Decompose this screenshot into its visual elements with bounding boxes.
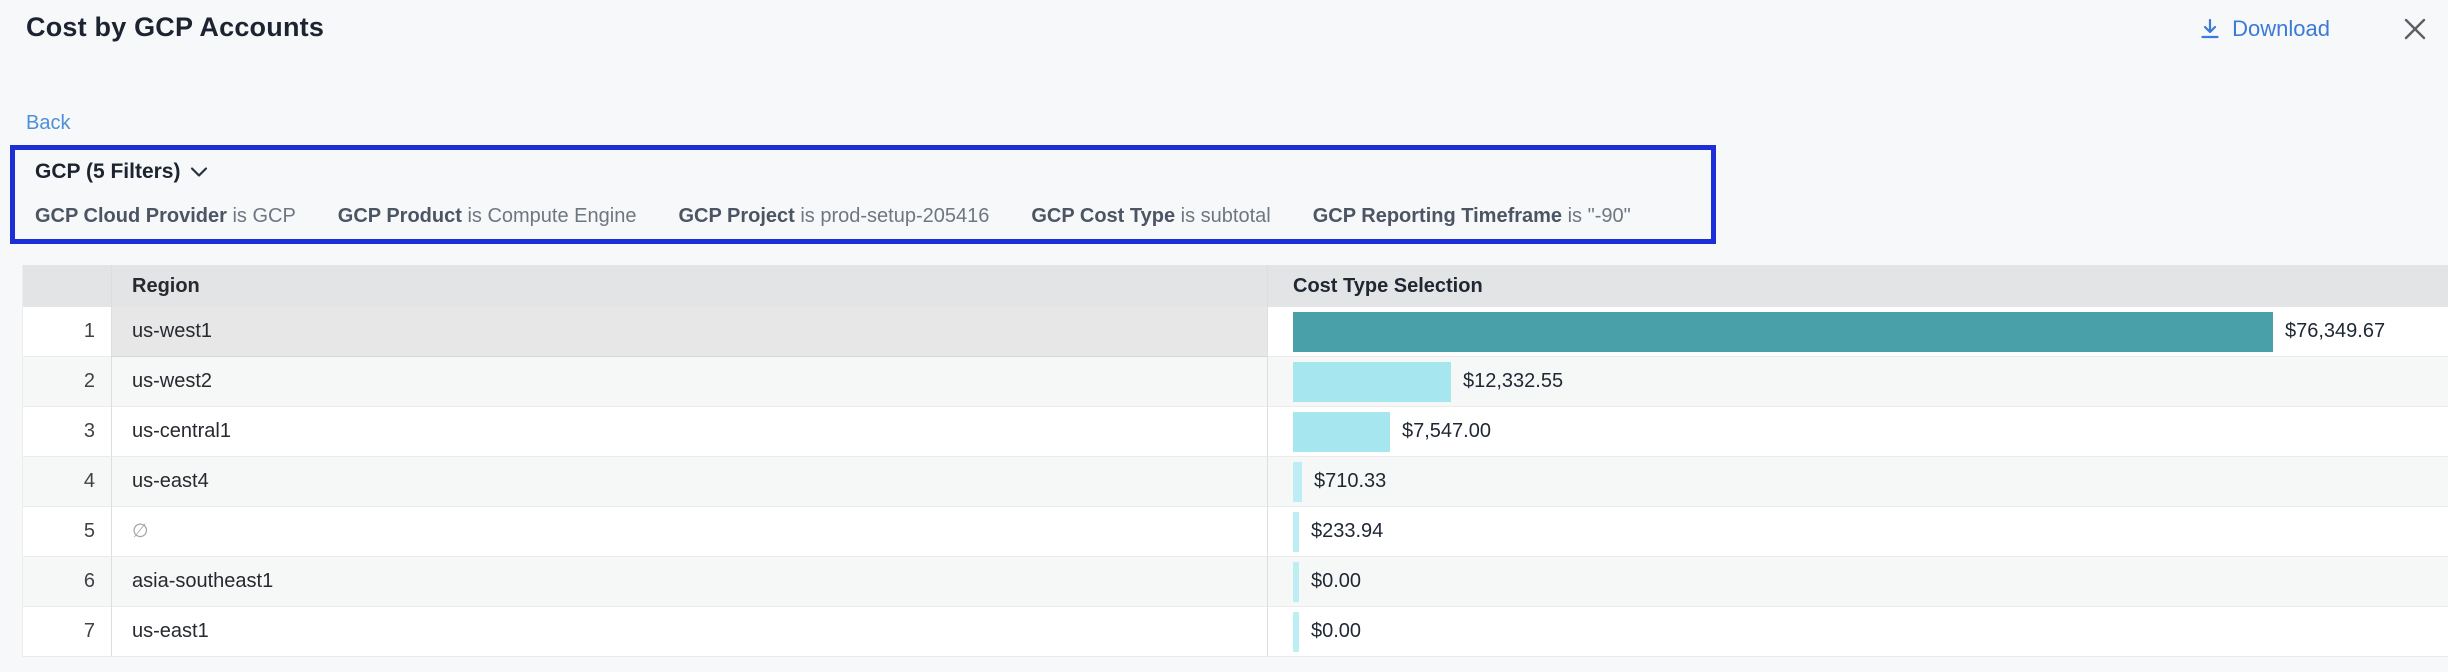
cost-cell[interactable]: $76,349.67 [1267,307,2448,357]
cost-bar [1293,612,1299,652]
active-filter-chip[interactable]: GCP Product is Compute Engine [338,205,637,228]
table-row[interactable]: 1 us-west1 $76,349.67 [23,307,2448,357]
filter-condition: is Compute Engine [467,205,636,227]
region-cell[interactable]: us-west1 [111,307,1267,357]
cost-value: $0.00 [1311,620,1361,643]
row-number: 7 [23,607,111,657]
cost-bar [1293,362,1451,402]
row-number: 2 [23,357,111,407]
region-cell[interactable]: ∅ [111,507,1267,557]
row-number: 5 [23,507,111,557]
filter-condition: is GCP [232,205,295,227]
table-row[interactable]: 5 ∅ $233.94 [23,507,2448,557]
region-cell[interactable]: us-west2 [111,357,1267,407]
download-button[interactable]: Download [2198,16,2330,42]
region-column-header[interactable]: Region [111,265,1267,307]
region-cell[interactable]: us-east1 [111,607,1267,657]
cost-cell[interactable]: $0.00 [1267,557,2448,607]
chevron-down-icon [190,166,208,178]
filter-name: GCP Product [338,205,462,227]
filter-group-label: GCP (5 Filters) [35,160,180,184]
cost-bar [1293,312,2273,352]
cost-bar [1293,512,1299,552]
table-body: 1 us-west1 $76,349.67 2 us-west2 $12,332… [23,307,2448,657]
cost-value: $76,349.67 [2285,320,2385,343]
active-filter-chip[interactable]: GCP Cloud Provider is GCP [35,205,296,228]
cost-cell[interactable]: $233.94 [1267,507,2448,557]
cost-cell[interactable]: $7,547.00 [1267,407,2448,457]
filter-condition: is subtotal [1181,205,1271,227]
filter-group-toggle[interactable]: GCP (5 Filters) [35,160,208,184]
table-row[interactable]: 3 us-central1 $7,547.00 [23,407,2448,457]
cost-bar [1293,412,1390,452]
active-filter-list: GCP Cloud Provider is GCP GCP Product is… [35,205,1631,228]
row-number: 1 [23,307,111,357]
cost-value: $12,332.55 [1463,370,1563,393]
download-label: Download [2232,16,2330,42]
row-number: 6 [23,557,111,607]
filter-name: GCP Project [678,205,794,227]
row-number: 4 [23,457,111,507]
cost-value: $710.33 [1314,470,1386,493]
back-link[interactable]: Back [26,112,70,135]
row-number: 3 [23,407,111,457]
active-filter-chip[interactable]: GCP Project is prod-setup-205416 [678,205,989,228]
download-icon [2198,17,2222,41]
cost-table: Region Cost Type Selection 1 us-west1 $7… [22,265,2448,657]
region-cell[interactable]: asia-southeast1 [111,557,1267,607]
table-row[interactable]: 2 us-west2 $12,332.55 [23,357,2448,407]
table-row[interactable]: 4 us-east4 $710.33 [23,457,2448,507]
cost-cell[interactable]: $0.00 [1267,607,2448,657]
cost-bar [1293,562,1299,602]
filter-name: GCP Cost Type [1031,205,1175,227]
filter-name: GCP Cloud Provider [35,205,227,227]
table-header-row: Region Cost Type Selection [23,265,2448,307]
filter-condition: is "-90" [1568,205,1631,227]
cost-cell[interactable]: $710.33 [1267,457,2448,507]
filter-name: GCP Reporting Timeframe [1313,205,1562,227]
cost-bar [1293,462,1302,502]
cost-value: $233.94 [1311,520,1383,543]
cost-report-modal: Cost by GCP Accounts Download Back GCP (… [0,0,2448,672]
table-row[interactable]: 7 us-east1 $0.00 [23,607,2448,657]
active-filter-chip[interactable]: GCP Cost Type is subtotal [1031,205,1270,228]
region-cell[interactable]: us-east4 [111,457,1267,507]
filter-condition: is prod-setup-205416 [800,205,989,227]
cost-cell[interactable]: $12,332.55 [1267,357,2448,407]
cost-column-header[interactable]: Cost Type Selection [1267,265,2448,307]
page-title: Cost by GCP Accounts [26,12,324,43]
row-number-header [23,265,111,307]
table-row[interactable]: 6 asia-southeast1 $0.00 [23,557,2448,607]
cost-value: $7,547.00 [1402,420,1491,443]
close-icon[interactable] [2400,14,2430,44]
filter-group-box: GCP (5 Filters) GCP Cloud Provider is GC… [10,145,1716,244]
cost-value: $0.00 [1311,570,1361,593]
active-filter-chip[interactable]: GCP Reporting Timeframe is "-90" [1313,205,1631,228]
region-cell[interactable]: us-central1 [111,407,1267,457]
